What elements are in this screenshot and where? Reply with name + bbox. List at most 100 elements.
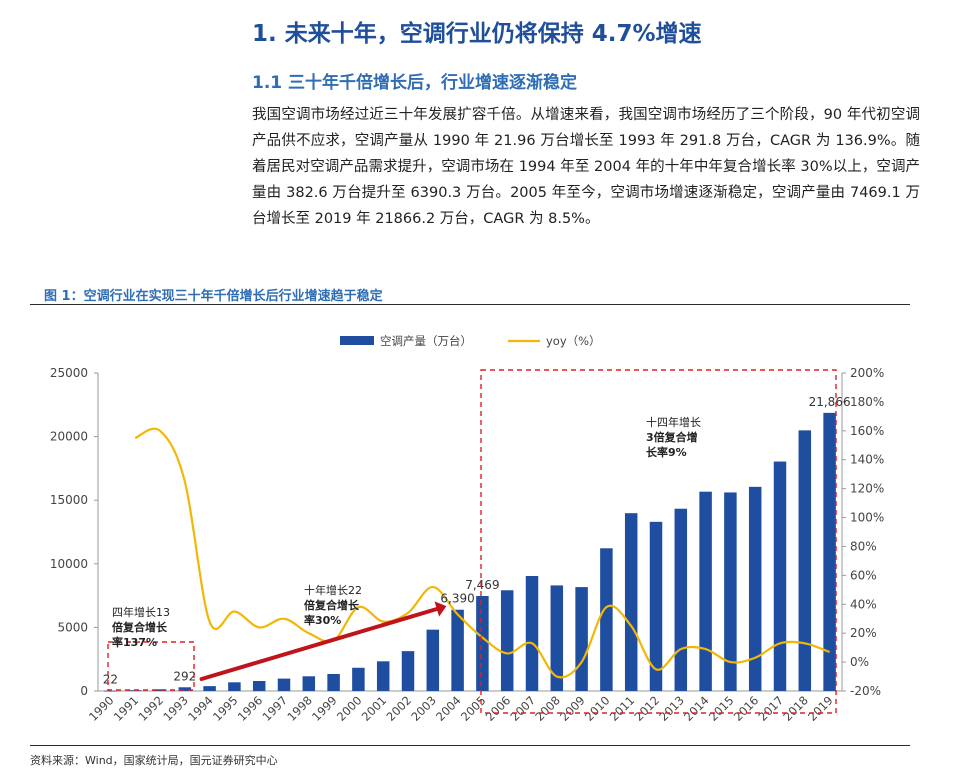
bar (203, 686, 216, 691)
x-tick-label: 2019 (805, 693, 836, 724)
legend-line-label: yoy（%） (546, 334, 601, 348)
bar (748, 486, 762, 691)
y-right-tick-label: 200% (850, 366, 884, 380)
figure-bottom-rule (30, 745, 910, 746)
bar (773, 461, 787, 691)
bar (649, 521, 663, 691)
bar (500, 590, 514, 691)
bar (376, 661, 390, 691)
x-tick-label: 1996 (235, 693, 266, 724)
y-right-tick-label: 180% (850, 395, 884, 409)
y-left-tick-label: 5000 (57, 620, 88, 634)
stage-annotation-line: 3倍复合增 (646, 430, 698, 444)
x-tick-label: 2009 (557, 693, 588, 724)
stage-annotation-line: 十四年增长 (646, 415, 701, 429)
x-tick-label: 2006 (483, 693, 514, 724)
x-tick-label: 2005 (458, 693, 489, 724)
bar (575, 587, 588, 691)
y-right-tick-label: 0% (850, 655, 869, 669)
x-tick-label: 2000 (334, 693, 365, 724)
x-tick-label: 1990 (86, 693, 117, 724)
x-tick-label: 2018 (780, 693, 811, 724)
bar (699, 491, 712, 691)
bar-data-label: 22 (103, 673, 118, 687)
x-tick-label: 2003 (408, 693, 439, 724)
stage-annotation-line: 十年增长22 (304, 583, 362, 597)
y-left-tick-label: 20000 (50, 430, 88, 444)
y-right-tick-label: -20% (850, 684, 881, 698)
x-tick-label: 2013 (656, 693, 687, 724)
source-note: 资料来源：Wind，国家统计局，国元证券研究中心 (30, 754, 278, 767)
x-tick-label: 1991 (111, 693, 142, 724)
bar (252, 681, 266, 691)
subsection-heading: 1.1 三十年千倍增长后，行业增速逐渐稳定 (252, 73, 578, 93)
trend-arrow-line (199, 607, 439, 681)
bar (426, 629, 440, 691)
x-tick-label: 2015 (706, 693, 737, 724)
y-right-tick-label: 140% (850, 453, 884, 467)
bar (525, 576, 539, 691)
x-tick-label: 2011 (607, 693, 638, 724)
bar (178, 687, 192, 691)
stage-annotation-line: 率137% (112, 635, 157, 649)
y-left-tick-label: 15000 (50, 493, 88, 507)
figure-top-rule (30, 304, 910, 305)
bar (624, 513, 638, 691)
x-tick-label: 2004 (433, 693, 464, 724)
bar (401, 651, 415, 691)
x-tick-label: 2001 (359, 693, 390, 724)
x-tick-label: 1999 (309, 693, 340, 724)
x-tick-label: 2016 (731, 693, 762, 724)
figure-title: 图 1：空调行业在实现三十年千倍增长后行业增速趋于稳定 (44, 289, 383, 304)
x-tick-label: 1998 (284, 693, 315, 724)
bar (724, 492, 737, 691)
y-left-tick-label: 25000 (50, 366, 88, 380)
bar (277, 678, 291, 691)
stage-annotation-line: 率30% (304, 613, 341, 627)
stage-annotation-line: 倍复合增长 (304, 598, 360, 612)
y-right-tick-label: 40% (850, 597, 877, 611)
stage-annotation-line: 四年增长13 (112, 605, 170, 619)
bar-data-label: 6,390 (440, 592, 474, 606)
bar-data-label: 7,469 (465, 578, 499, 592)
bar (228, 682, 241, 691)
x-tick-label: 2012 (632, 693, 663, 724)
x-tick-label: 2014 (681, 693, 712, 724)
stage-annotation-line: 长率9% (646, 445, 687, 459)
x-tick-label: 1995 (210, 693, 241, 724)
bar (798, 430, 812, 691)
x-tick-label: 1997 (260, 693, 291, 724)
trend-arrow-head (434, 601, 447, 617)
chart: 0 5000 10000 15000 20000 25000 -20% 0% 20% 40% 60%… (50, 334, 885, 724)
x-tick-label: 2017 (756, 693, 787, 724)
x-tick-label: 2008 (532, 693, 563, 724)
y-right-tick-label: 100% (850, 511, 884, 525)
legend-bar-swatch (340, 336, 374, 345)
x-tick-label: 1993 (160, 693, 191, 724)
bar (302, 676, 316, 691)
x-tick-label: 1994 (185, 693, 216, 724)
y-right-tick-label: 20% (850, 626, 877, 640)
bar (550, 585, 564, 691)
stage3-dashed-box (480, 369, 837, 714)
stage-annotation-line: 倍复合增长 (112, 620, 168, 634)
bar (153, 689, 167, 691)
bar-data-label: 21,866 (809, 395, 851, 409)
x-tick-label: 2010 (582, 693, 613, 724)
bar (104, 690, 117, 692)
section-heading: 1. 未来十年，空调行业仍将保持 4.7%增速 (252, 21, 702, 47)
x-tick-label: 1992 (136, 693, 167, 724)
legend-bar-label: 空调产量（万台） (380, 334, 472, 348)
bar (352, 667, 365, 691)
bar (476, 595, 489, 691)
stage1-dashed-box (107, 641, 195, 691)
y-right-tick-label: 160% (850, 424, 884, 438)
bar-data-label: 292 (173, 669, 196, 683)
body-paragraph: 我国空调市场经过近三十年发展扩容千倍。从增速来看，我国空调市场经历了三个阶段，9… (252, 107, 920, 227)
y-right-tick-label: 80% (850, 539, 877, 553)
y-left-tick-label: 0 (80, 684, 88, 698)
x-tick-label: 2007 (508, 693, 539, 724)
bar (451, 609, 464, 691)
y-right-tick-label: 120% (850, 482, 884, 496)
x-tick-label: 2002 (384, 693, 415, 724)
